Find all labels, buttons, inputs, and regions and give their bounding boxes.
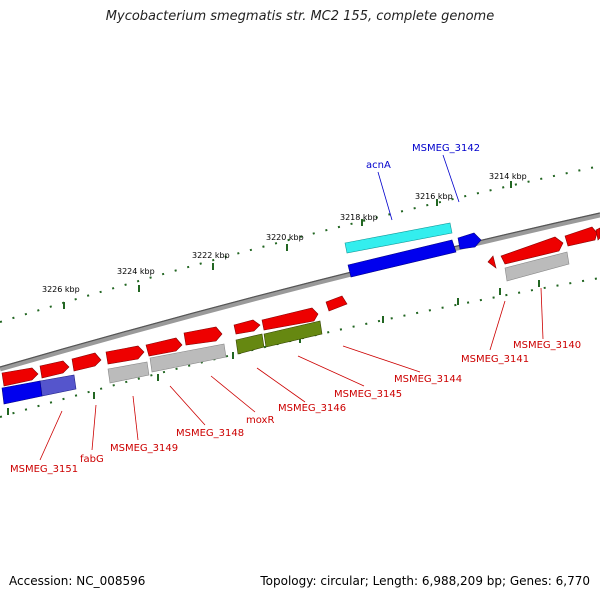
label-connectors xyxy=(39,154,544,461)
major-ticks xyxy=(7,181,540,415)
gene-acnA[interactable] xyxy=(347,239,457,278)
tick-label: 3220 kbp xyxy=(266,233,304,242)
gene-red-40[interactable] xyxy=(39,360,70,379)
gene-acnA-fragment[interactable] xyxy=(344,222,453,254)
reverse-genes xyxy=(1,251,570,405)
gene-MSMEG_3140[interactable] xyxy=(504,251,570,282)
gene-MSMEG_3144-fwd[interactable] xyxy=(261,307,319,331)
gene-MSMEG_3140-fwd[interactable] xyxy=(500,236,564,265)
gene-label: MSMEG_3149 xyxy=(110,443,178,454)
gene-label: MSMEG_3144 xyxy=(394,374,462,385)
gene-label: MSMEG_3140 xyxy=(513,340,581,351)
gene-MSMEG_3145[interactable] xyxy=(235,333,265,355)
gene-red-146[interactable] xyxy=(145,337,183,357)
gene-fabG[interactable] xyxy=(39,374,77,397)
genome-title: Mycobacterium smegmatis str. MC2 155, co… xyxy=(105,9,495,24)
accession-text: Accession: NC_008596 xyxy=(9,574,146,588)
gene-label: acnA xyxy=(366,160,391,171)
inner-ruler xyxy=(0,277,600,418)
gene-MSMEG_3144[interactable] xyxy=(263,320,323,348)
gene-label: MSMEG_3145 xyxy=(334,389,402,400)
gene-red-edge[interactable] xyxy=(595,227,600,241)
gene-red-2[interactable] xyxy=(1,367,39,387)
outer-ruler xyxy=(0,165,600,323)
tick-label: 3222 kbp xyxy=(192,251,230,260)
gene-MSMEG_3148[interactable] xyxy=(107,361,150,384)
tick-label: 3214 kbp xyxy=(489,172,527,181)
gene-label: moxR xyxy=(246,415,274,426)
gene-label: fabG xyxy=(80,454,104,465)
gene-red-106[interactable] xyxy=(105,345,145,365)
gene-red-234[interactable] xyxy=(233,319,261,335)
gene-label: MSMEG_3141 xyxy=(461,354,529,365)
gene-red-small[interactable] xyxy=(325,295,348,312)
gene-MSMEG_3142[interactable] xyxy=(457,232,482,250)
genome-summary-text: Topology: circular; Length: 6,988,209 bp… xyxy=(260,574,590,588)
gene-label: MSMEG_3148 xyxy=(176,428,244,439)
gene-red-right[interactable] xyxy=(564,226,598,247)
tick-label: 3224 kbp xyxy=(117,267,155,276)
gene-red-72[interactable] xyxy=(71,352,102,372)
tick-label: 3216 kbp xyxy=(415,192,453,201)
gene-label: MSMEG_3142 xyxy=(412,143,480,154)
gene-MSMEG_3151[interactable] xyxy=(1,380,43,405)
gene-MSMEG_3141[interactable] xyxy=(487,255,497,269)
forward-genes xyxy=(1,222,600,387)
genome-backbone-edge xyxy=(0,212,600,368)
gene-label: MSMEG_3146 xyxy=(278,403,346,414)
genome-backbone xyxy=(0,212,600,372)
tick-label: 3218 kbp xyxy=(340,213,378,222)
tick-label: 3226 kbp xyxy=(42,285,80,294)
gene-label: MSMEG_3151 xyxy=(10,464,78,475)
gene-red-184[interactable] xyxy=(183,326,223,346)
gene-MSMEG_3146[interactable] xyxy=(149,343,227,373)
